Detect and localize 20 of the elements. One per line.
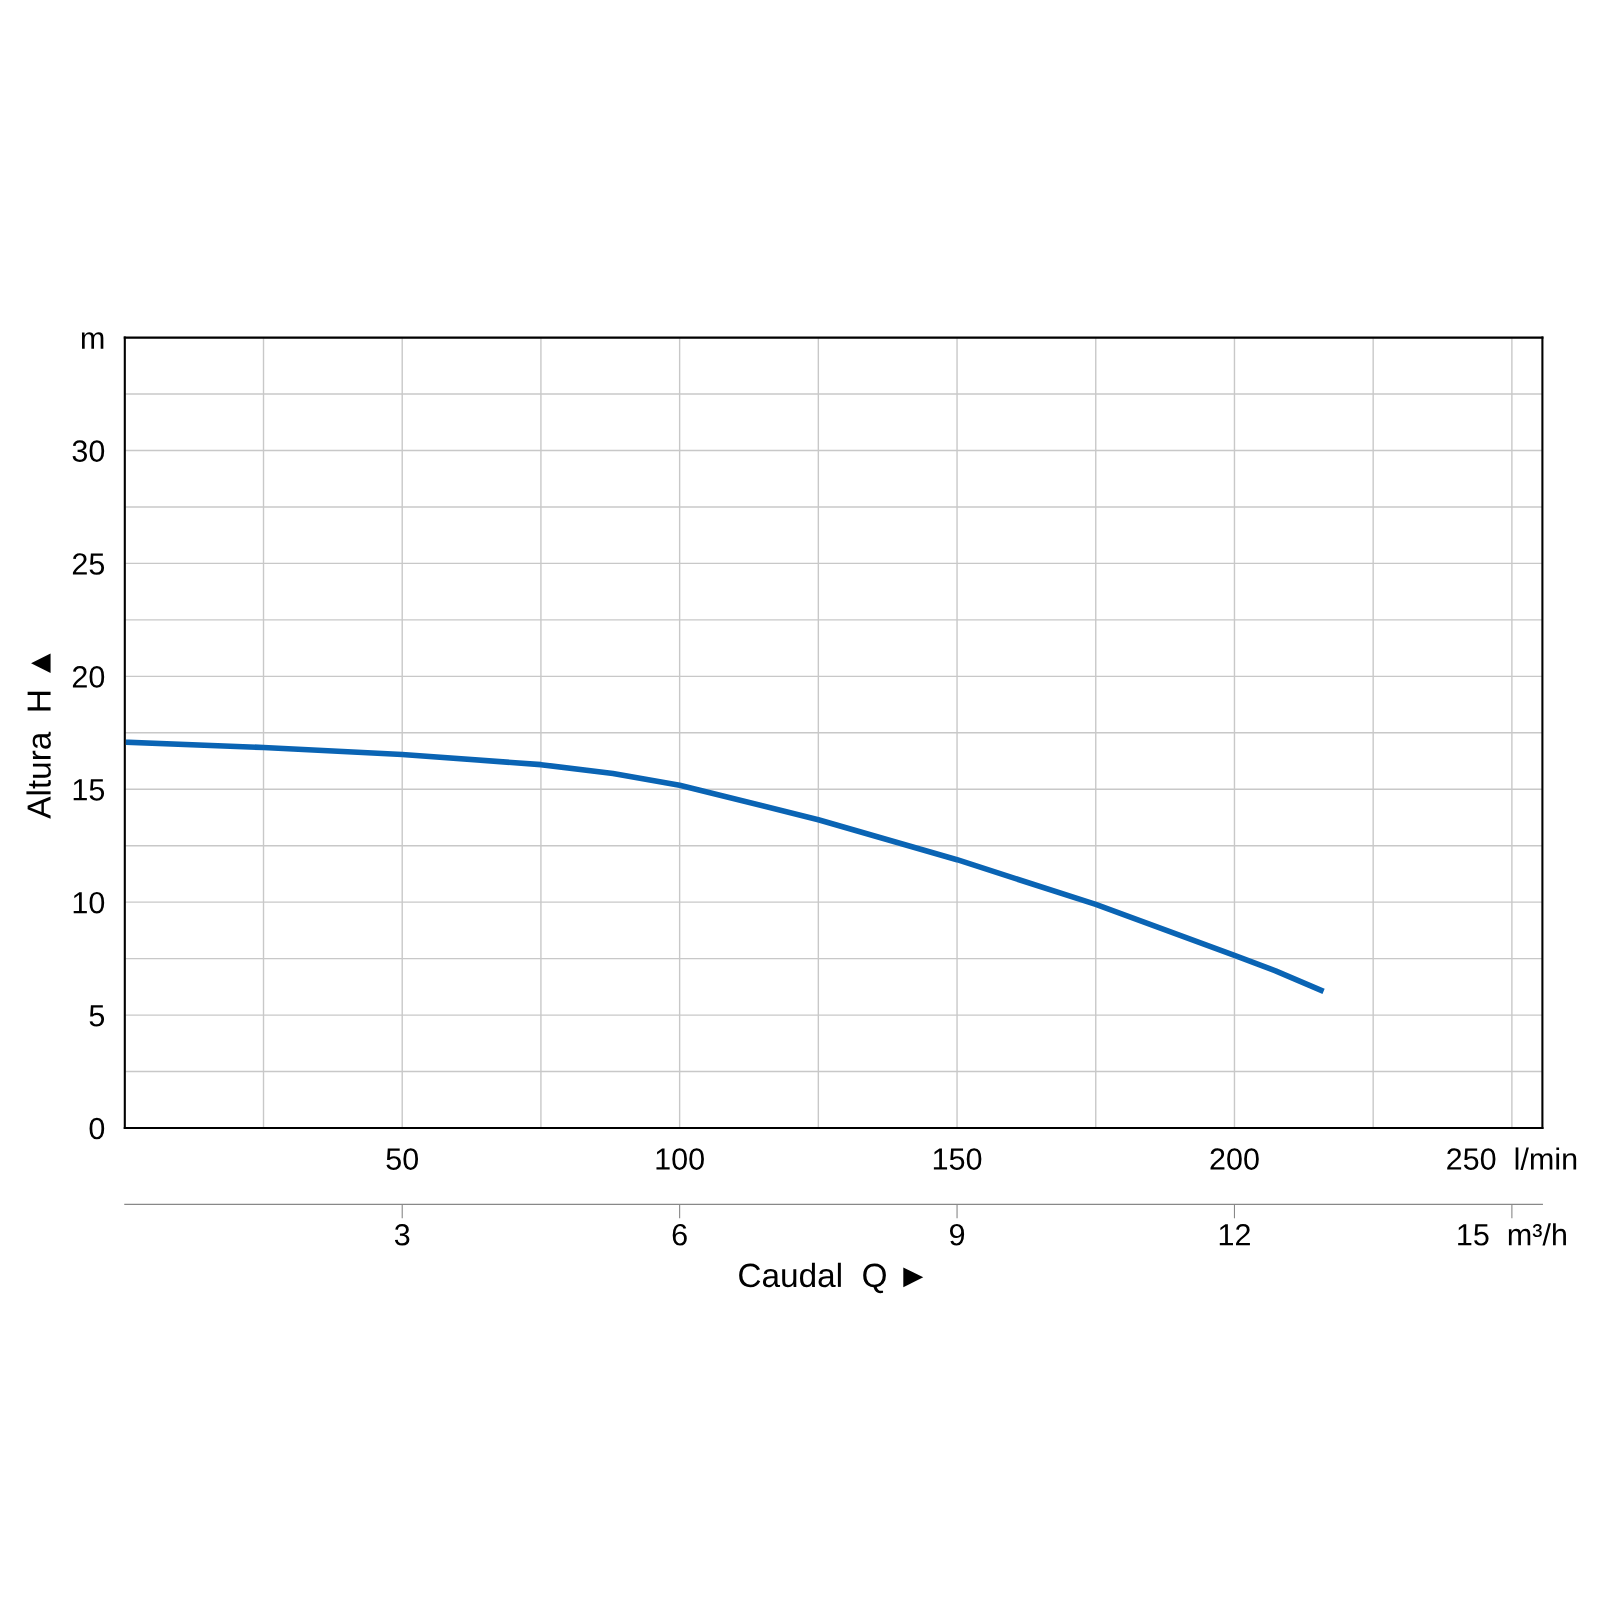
x2-tick-label: 6	[672, 1223, 687, 1246]
y-tick-label: 30	[72, 440, 105, 462]
x-tick-label: 50	[386, 1148, 419, 1170]
x2-axis-title: Caudal Q ►	[739, 1262, 924, 1294]
y-tick-label: 15	[73, 779, 105, 801]
x2-tick-label: 3	[394, 1223, 410, 1246]
y-tick-label: 5	[89, 1005, 105, 1027]
x-tick-label: 100	[656, 1148, 704, 1170]
y-tick-label: 10	[73, 891, 105, 914]
y-tick-label: m	[81, 332, 104, 349]
x-tick-label: 250 l/min	[1447, 1147, 1577, 1170]
x2-tick-label: 9	[949, 1223, 965, 1246]
x-tick-label: 150	[933, 1148, 982, 1170]
y-tick-label: 20	[72, 666, 105, 688]
x2-tick-label: 12	[1219, 1223, 1250, 1246]
y-tick-label: 25	[72, 553, 105, 575]
x-tick-label: 200	[1210, 1148, 1259, 1170]
y-axis-title: Altura H ▲	[26, 653, 51, 819]
y-tick-label: 0	[89, 1117, 105, 1140]
x2-tick-label: 15 m³/h	[1458, 1223, 1566, 1246]
